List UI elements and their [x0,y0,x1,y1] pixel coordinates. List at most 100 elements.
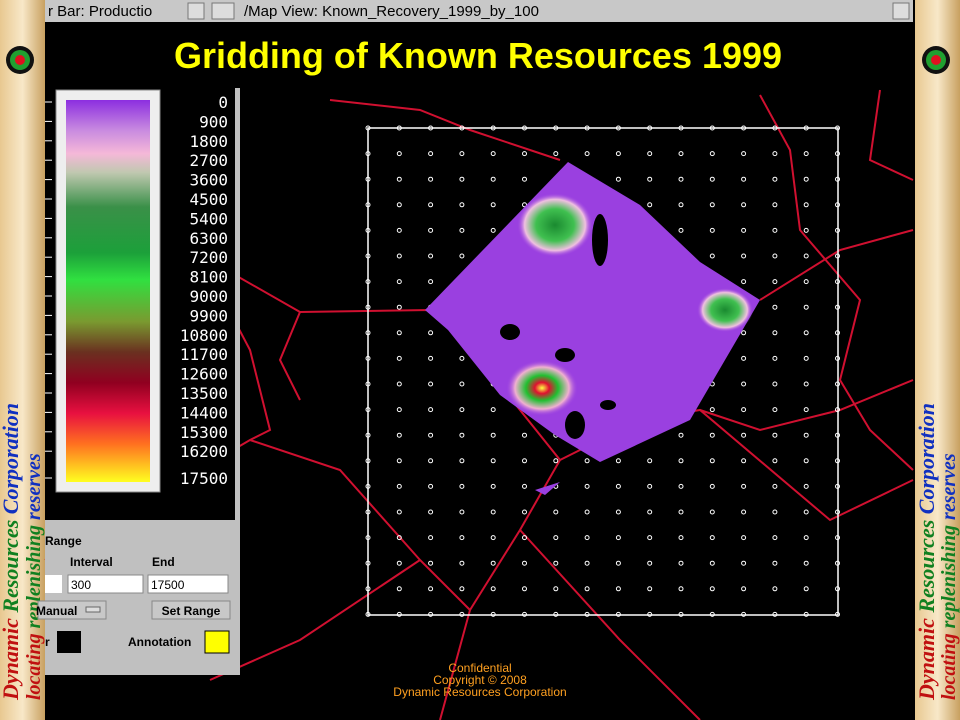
grid-dot [772,304,778,310]
grid-dot [709,483,715,489]
grid-dot [553,535,559,541]
side-banner [0,0,45,720]
grid-dot [803,202,809,208]
slide-title: Gridding of Known Resources 1999 [174,35,782,76]
grid-dot [490,458,496,464]
grid-dot [522,151,527,157]
side-banner [915,0,960,720]
grid-dot [459,483,465,489]
grid-dot [615,509,621,515]
grid-dot [803,253,809,259]
grid-dot [365,458,371,464]
grid-dot [741,509,747,515]
color-swatch[interactable] [204,630,230,654]
grid-dot [459,611,465,617]
slogan: locating replenishing reserves [938,453,960,700]
grid-dot [741,330,747,336]
grid-dot [741,535,747,541]
grid-dot [522,535,527,541]
grid-dot [615,535,621,541]
grid-dot [365,483,371,489]
window-button[interactable] [211,2,235,20]
grid-dot [741,586,747,592]
grid-dot [553,125,559,131]
grid-dot [835,483,840,489]
grid-dot [428,560,434,566]
grid-dot [490,560,496,566]
input-field[interactable] [67,574,144,594]
color-swatch[interactable] [57,631,81,653]
grid-dot [459,176,465,182]
grid-dot [741,560,747,566]
grid-dot [835,304,840,310]
grid-dot [428,279,434,285]
grid-dot [584,151,590,157]
set-range-button[interactable] [151,600,231,620]
legend-label: 3600 [189,171,228,190]
grid-dot [490,509,496,515]
grid-dot [396,253,402,259]
grid-dot [459,381,465,387]
grid-dot [835,509,840,515]
grid-dot [396,355,402,361]
grid-dot [396,432,402,438]
map-frame [367,127,839,616]
grid-dot [709,432,715,438]
grid-dot [490,586,496,592]
grid-dot [772,611,778,617]
grid-dot [678,202,684,208]
grid-dot [741,458,747,464]
footer-line: Dynamic Resources Corporation [393,685,566,699]
grid-dot [803,304,809,310]
company-name: Dynamic Resources Corporation [0,403,23,701]
grid-dot [835,202,840,208]
grid-dot [647,483,653,489]
input-value: 300 [71,578,91,592]
grid-dot [803,586,809,592]
input-value: 17500 [151,578,185,592]
banner-word: Resources [914,520,939,614]
input-field[interactable] [45,575,62,593]
grid-dot [772,560,778,566]
grid-dot [396,560,402,566]
banner-word: Corporation [0,403,23,514]
grid-dot [678,227,684,233]
footer-line: Copyright © 2008 [433,673,527,687]
grid-dot [835,381,840,387]
legend-label: 11700 [180,345,228,364]
panel-label: Range [45,534,82,548]
grid-dot [835,279,840,285]
grid-dot [835,151,840,157]
input-field[interactable] [147,574,229,594]
grid-dot [709,202,715,208]
grid-dot [772,227,778,233]
grid-dot [428,176,434,182]
grid-dot [522,560,527,566]
grid-dot [741,202,747,208]
grid-dot [428,483,434,489]
panel-label: Interval [70,555,113,569]
mode-menu[interactable] [37,600,107,620]
grid-dot [396,458,402,464]
window-button[interactable] [892,2,910,20]
grid-dot [835,125,840,131]
grid-dot [709,125,715,131]
grid-dot [835,586,840,592]
legend-label: 0 [218,93,228,112]
grid-dot [396,483,402,489]
grid-dot [428,586,434,592]
footer-line: Confidential [448,661,511,675]
legend-label: 9000 [189,287,228,306]
grid-dot [522,125,527,131]
grid-dot [772,586,778,592]
grid-dot [490,176,496,182]
grid-dot [647,125,653,131]
window-button[interactable] [187,2,205,20]
slogan: locating replenishing reserves [23,453,45,700]
grid-dot [584,535,590,541]
grid-dot [428,125,434,131]
legend-labels: 0900180027003600450054006300720081009000… [45,93,228,488]
grid-dot [396,279,402,285]
grid-dot [365,560,371,566]
grid-dot [428,509,434,515]
